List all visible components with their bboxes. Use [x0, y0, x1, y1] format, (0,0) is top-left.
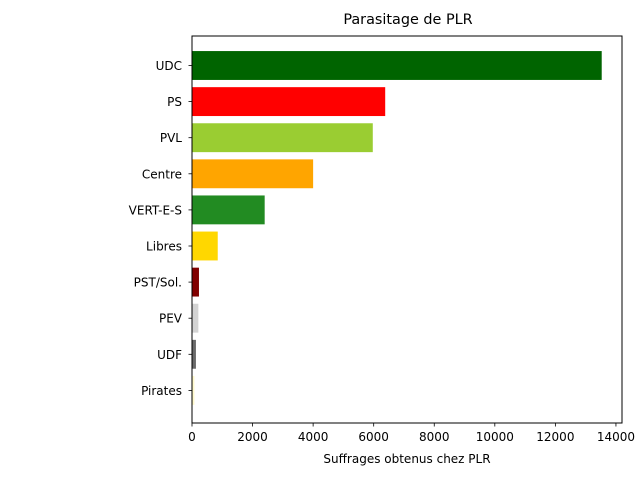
bar-pev — [192, 303, 199, 333]
bars-group — [192, 51, 602, 405]
y-tick-label-libres: Libres — [146, 240, 182, 254]
y-tick-label-vert-e-s: VERT-E-S — [129, 203, 182, 217]
y-tick-label-pvl: PVL — [160, 131, 182, 145]
x-tick-label: 4000 — [298, 430, 329, 444]
y-tick-label-pst-sol: PST/Sol. — [134, 276, 182, 290]
y-tick-label-ps: PS — [167, 95, 182, 109]
x-tick-label: 0 — [188, 430, 196, 444]
y-tick-label-centre: Centre — [142, 167, 182, 181]
bar-pvl — [192, 123, 373, 153]
bar-libres — [192, 231, 218, 261]
bar-udf — [192, 339, 196, 369]
x-tick-label: 14000 — [597, 430, 635, 444]
y-tick-label-pirates: Pirates — [141, 384, 182, 398]
y-tick-label-pev: PEV — [159, 312, 183, 326]
x-tick-label: 6000 — [358, 430, 389, 444]
bar-pirates — [192, 375, 195, 405]
bar-ps — [192, 87, 386, 117]
plot-frame — [191, 35, 623, 424]
x-axis-label: Suffrages obtenus chez PLR — [323, 452, 490, 466]
x-tick-label: 2000 — [237, 430, 268, 444]
x-ticks: 0 2000 4000 6000 8000 10000 12000 14000 — [188, 423, 635, 444]
x-tick-label: 8000 — [419, 430, 450, 444]
bar-udc — [192, 51, 602, 80]
chart-title: Parasitage de PLR — [343, 12, 472, 28]
bar-vert-e-s — [192, 195, 265, 225]
y-tick-labels: UDC PS PVL Centre VERT-E-S Libres PST/Sol. PEV U… — [129, 59, 192, 398]
y-tick-label-udc: UDC — [156, 59, 182, 73]
x-tick-label: 10000 — [476, 430, 514, 444]
y-tick-label-udf: UDF — [157, 348, 182, 362]
bar-centre — [192, 159, 314, 189]
x-tick-label: 12000 — [536, 430, 574, 444]
bar-pst-sol — [192, 267, 199, 297]
